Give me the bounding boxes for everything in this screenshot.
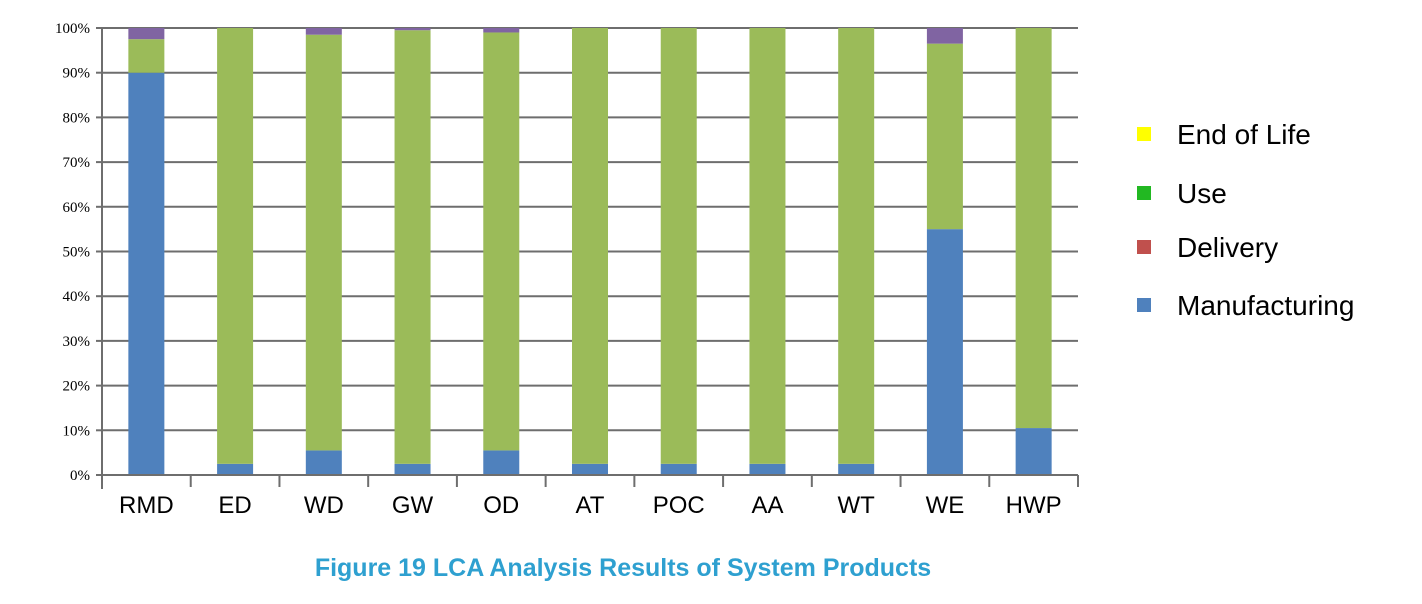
- bar-manufacturing-hwp: [1015, 428, 1052, 475]
- x-category-label: WT: [838, 492, 876, 519]
- x-category-label: WE: [926, 492, 965, 519]
- bar-use-od: [483, 32, 520, 451]
- bar-manufacturing-aa: [749, 463, 786, 475]
- x-category-label: GW: [392, 492, 434, 519]
- legend-swatch-end-of-life: [1137, 127, 1151, 141]
- y-tick-label: 60%: [63, 200, 91, 216]
- y-tick-label: 40%: [63, 289, 91, 305]
- bar-manufacturing-at: [572, 463, 608, 475]
- x-axis-categories: RMD ED WD GW OD AT POC AA WT WE HWP: [101, 475, 1079, 519]
- bar-manufacturing-ed: [217, 463, 254, 475]
- bars: [128, 28, 1052, 475]
- y-tick-label: 20%: [63, 379, 91, 395]
- bar-manufacturing-rmd: [128, 72, 165, 475]
- y-tick-label: 100%: [55, 21, 90, 37]
- bar-manufacturing-od: [483, 450, 520, 475]
- y-tick-label: 70%: [63, 155, 91, 171]
- legend-swatch-manufacturing: [1137, 298, 1151, 312]
- legend-swatch-delivery: [1137, 240, 1151, 254]
- y-tick-label: 30%: [63, 334, 91, 350]
- legend-label: Delivery: [1177, 232, 1278, 263]
- bar-use-at: [572, 28, 608, 464]
- legend-label: Manufacturing: [1177, 290, 1354, 321]
- bar-manufacturing-we: [926, 229, 963, 475]
- y-axis-ticks: 0% 10% 20% 30% 40% 50% 60% 70% 80% 90% 100%: [55, 21, 102, 484]
- y-tick-label: 50%: [63, 245, 91, 261]
- bar-manufacturing-wd: [305, 450, 342, 475]
- figure-caption: Figure 19 LCA Analysis Results of System…: [315, 554, 931, 582]
- x-category-label: HWP: [1006, 492, 1062, 519]
- bar-use-hwp: [1015, 28, 1052, 429]
- bar-use-we: [926, 43, 963, 230]
- bar-use-aa: [749, 28, 786, 464]
- bar-manufacturing-wt: [838, 463, 875, 475]
- y-tick-label: 80%: [63, 110, 91, 126]
- bar-use-poc: [660, 28, 697, 464]
- bar-manufacturing-gw: [394, 463, 431, 475]
- legend-swatch-use: [1137, 186, 1151, 200]
- x-category-label: POC: [653, 492, 705, 519]
- bar-end_of_life-gw: [394, 28, 431, 31]
- x-category-label: ED: [218, 492, 251, 519]
- legend-label: End of Life: [1177, 119, 1311, 150]
- x-category-label: AT: [576, 492, 605, 519]
- y-tick-label: 0%: [70, 468, 90, 484]
- legend-label: Use: [1177, 178, 1227, 209]
- x-category-label: AA: [751, 492, 783, 519]
- x-category-label: RMD: [119, 492, 174, 519]
- y-tick-label: 10%: [63, 423, 91, 439]
- bar-end_of_life-od: [483, 28, 520, 33]
- x-category-label: OD: [483, 492, 519, 519]
- axes: [101, 28, 1078, 489]
- bar-end_of_life-we: [926, 28, 963, 44]
- y-tick-label: 90%: [63, 66, 91, 82]
- bar-use-wd: [305, 34, 342, 451]
- bar-end_of_life-wd: [305, 28, 342, 35]
- bar-use-ed: [217, 28, 254, 464]
- bar-use-wt: [838, 28, 875, 464]
- bar-use-rmd: [128, 39, 165, 73]
- x-category-label: WD: [304, 492, 344, 519]
- legend: End of Life Use Delivery Manufacturing: [1137, 119, 1354, 321]
- bar-manufacturing-poc: [660, 463, 697, 475]
- bar-use-gw: [394, 30, 431, 464]
- bar-end_of_life-rmd: [128, 28, 165, 40]
